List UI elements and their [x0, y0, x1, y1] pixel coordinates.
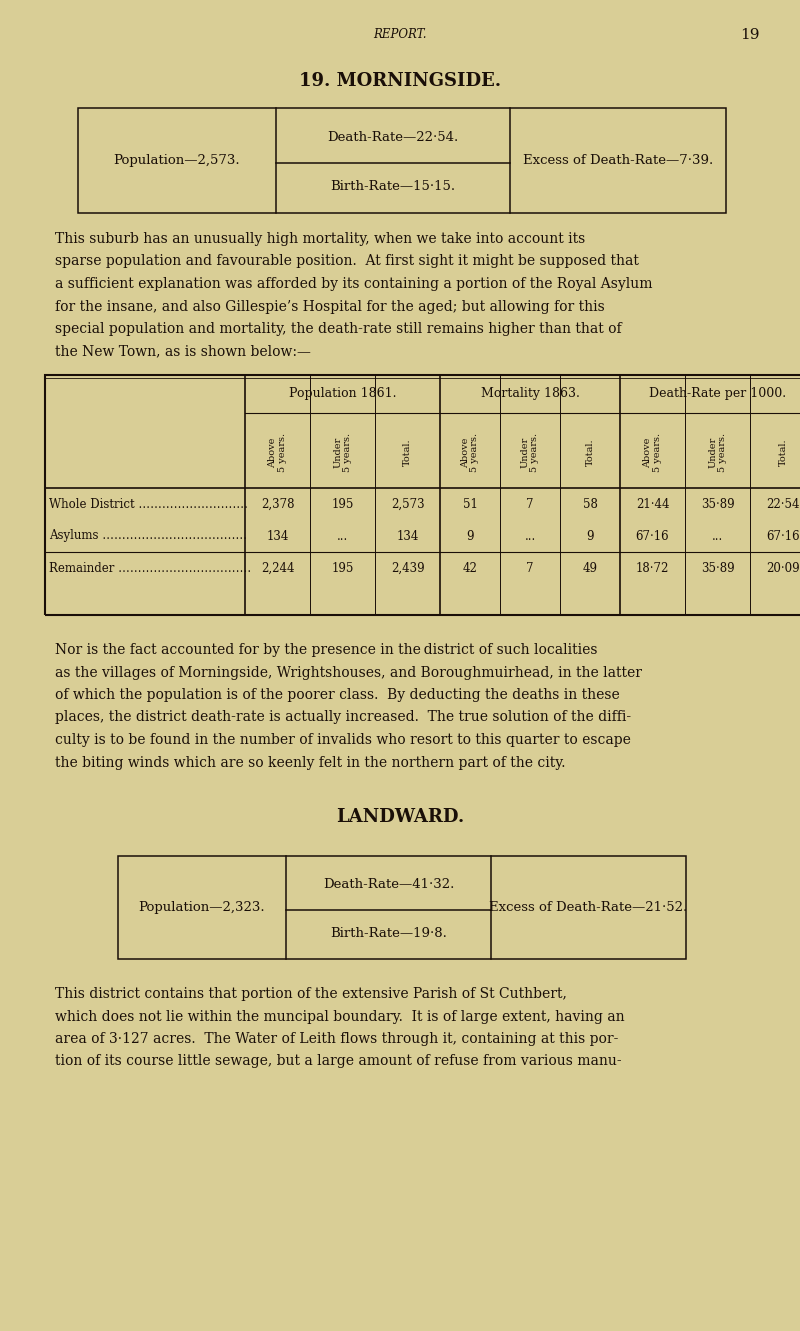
Text: 42: 42 — [462, 562, 478, 575]
Text: Population—2,573.: Population—2,573. — [114, 154, 240, 166]
Text: Above
5 years.: Above 5 years. — [643, 433, 662, 473]
Text: 22·54: 22·54 — [766, 498, 800, 511]
Text: 35·89: 35·89 — [701, 498, 734, 511]
Text: Whole District ……………………….: Whole District ………………………. — [49, 498, 248, 511]
Text: 2,573: 2,573 — [390, 498, 424, 511]
Text: 9: 9 — [586, 530, 594, 543]
Bar — [118, 856, 686, 960]
Text: LANDWARD.: LANDWARD. — [336, 808, 464, 827]
Text: Under
5 years.: Under 5 years. — [708, 433, 727, 473]
Text: Death-Rate per 1000.: Death-Rate per 1000. — [650, 387, 786, 401]
Text: Nor is the fact accounted for by the presence in the district of such localities: Nor is the fact accounted for by the pre… — [55, 643, 598, 658]
Text: the New Town, as is shown below:—: the New Town, as is shown below:— — [55, 345, 311, 358]
Text: 134: 134 — [396, 530, 418, 543]
Text: 9: 9 — [466, 530, 474, 543]
Text: Under
5 years.: Under 5 years. — [333, 433, 352, 473]
Text: Mortality 1863.: Mortality 1863. — [481, 387, 579, 401]
Text: Birth-Rate—15·15.: Birth-Rate—15·15. — [330, 180, 455, 193]
Text: 18·72: 18·72 — [636, 562, 669, 575]
Text: of which the population is of the poorer class.  By deducting the deaths in thes: of which the population is of the poorer… — [55, 688, 620, 701]
Text: ...: ... — [712, 530, 723, 543]
Text: special population and mortality, the death-rate still remains higher than that : special population and mortality, the de… — [55, 322, 622, 335]
Text: Population—2,323.: Population—2,323. — [138, 901, 266, 914]
Text: which does not lie within the muncipal boundary.  It is of large extent, having : which does not lie within the muncipal b… — [55, 1009, 625, 1024]
Text: REPORT.: REPORT. — [374, 28, 426, 41]
Text: 51: 51 — [462, 498, 478, 511]
Text: Total.: Total. — [403, 439, 412, 466]
Text: 134: 134 — [266, 530, 289, 543]
Text: 2,378: 2,378 — [261, 498, 294, 511]
Text: Excess of Death-Rate—21·52.: Excess of Death-Rate—21·52. — [490, 901, 688, 914]
Text: Remainder …………………………….: Remainder ……………………………. — [49, 562, 251, 575]
Text: tion of its course little sewage, but a large amount of refuse from various manu: tion of its course little sewage, but a … — [55, 1054, 622, 1069]
Text: 67·16: 67·16 — [636, 530, 670, 543]
Text: Birth-Rate—19·8.: Birth-Rate—19·8. — [330, 926, 447, 940]
Text: ...: ... — [337, 530, 348, 543]
Text: as the villages of Morningside, Wrightshouses, and Boroughmuirhead, in the latte: as the villages of Morningside, Wrightsh… — [55, 666, 642, 680]
Text: 2,439: 2,439 — [390, 562, 424, 575]
Text: a sufficient explanation was afforded by its containing a portion of the Royal A: a sufficient explanation was afforded by… — [55, 277, 653, 291]
Text: area of 3·127 acres.  The Water of Leith flows through it, containing at this po: area of 3·127 acres. The Water of Leith … — [55, 1032, 618, 1046]
Text: 49: 49 — [582, 562, 598, 575]
Bar — [78, 108, 726, 213]
Text: 7: 7 — [526, 562, 534, 575]
Text: Population 1861.: Population 1861. — [289, 387, 396, 401]
Text: Above
5 years.: Above 5 years. — [461, 433, 479, 473]
Text: the biting winds which are so keenly felt in the northern part of the city.: the biting winds which are so keenly fel… — [55, 756, 566, 769]
Bar — [45, 375, 800, 615]
Text: places, the district death-rate is actually increased.  The true solution of the: places, the district death-rate is actua… — [55, 711, 631, 724]
Text: Under
5 years.: Under 5 years. — [521, 433, 539, 473]
Text: 67·16: 67·16 — [766, 530, 800, 543]
Text: Death-Rate—41·32.: Death-Rate—41·32. — [323, 878, 454, 892]
Text: Total.: Total. — [778, 439, 787, 466]
Text: Excess of Death-Rate—7·39.: Excess of Death-Rate—7·39. — [523, 154, 713, 166]
Text: 20·09: 20·09 — [766, 562, 800, 575]
Text: 2,244: 2,244 — [261, 562, 294, 575]
Text: 21·44: 21·44 — [636, 498, 670, 511]
Text: culty is to be found in the number of invalids who resort to this quarter to esc: culty is to be found in the number of in… — [55, 733, 631, 747]
Text: Total.: Total. — [586, 439, 594, 466]
Text: Above
5 years.: Above 5 years. — [268, 433, 287, 473]
Text: ...: ... — [524, 530, 536, 543]
Text: for the insane, and also Gillespie’s Hospital for the aged; but allowing for thi: for the insane, and also Gillespie’s Hos… — [55, 299, 605, 314]
Text: 58: 58 — [582, 498, 598, 511]
Text: sparse population and favourable position.  At first sight it might be supposed : sparse population and favourable positio… — [55, 254, 639, 269]
Text: 7: 7 — [526, 498, 534, 511]
Text: 19. MORNINGSIDE.: 19. MORNINGSIDE. — [299, 72, 501, 91]
Text: Death-Rate—22·54.: Death-Rate—22·54. — [327, 130, 458, 144]
Text: 35·89: 35·89 — [701, 562, 734, 575]
Text: 195: 195 — [331, 562, 354, 575]
Text: This district contains that portion of the extensive Parish of St Cuthbert,: This district contains that portion of t… — [55, 988, 567, 1001]
Text: This suburb has an unusually high mortality, when we take into account its: This suburb has an unusually high mortal… — [55, 232, 586, 246]
Text: 195: 195 — [331, 498, 354, 511]
Text: 19: 19 — [741, 28, 760, 43]
Text: Asylums ……………………………….: Asylums ………………………………. — [49, 530, 247, 543]
